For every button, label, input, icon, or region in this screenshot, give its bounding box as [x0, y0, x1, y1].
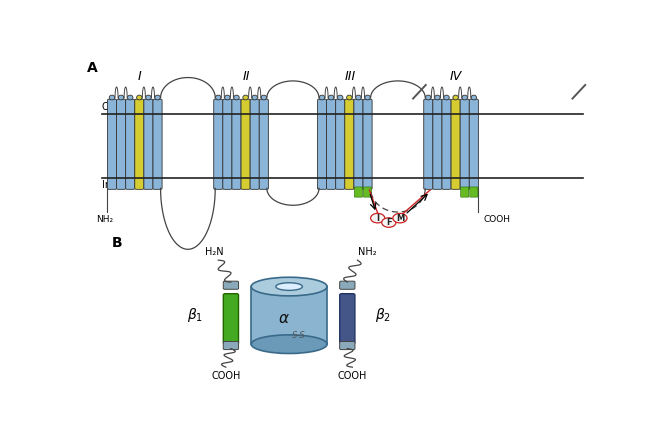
FancyBboxPatch shape: [116, 99, 125, 189]
FancyBboxPatch shape: [470, 99, 479, 189]
Ellipse shape: [155, 95, 160, 100]
Ellipse shape: [276, 283, 302, 290]
Text: NH₂: NH₂: [97, 216, 114, 224]
FancyBboxPatch shape: [442, 99, 451, 189]
Ellipse shape: [471, 95, 477, 100]
Ellipse shape: [426, 95, 431, 100]
Ellipse shape: [225, 95, 230, 100]
Ellipse shape: [261, 95, 266, 100]
FancyBboxPatch shape: [433, 99, 442, 189]
FancyBboxPatch shape: [340, 341, 355, 350]
FancyBboxPatch shape: [223, 99, 232, 189]
Ellipse shape: [347, 95, 352, 100]
Ellipse shape: [444, 95, 449, 100]
Text: I: I: [376, 214, 379, 223]
Ellipse shape: [319, 95, 325, 100]
FancyBboxPatch shape: [144, 99, 153, 189]
Text: M: M: [396, 214, 404, 223]
Text: NH₂: NH₂: [358, 247, 377, 257]
FancyBboxPatch shape: [460, 99, 470, 189]
Circle shape: [393, 213, 407, 223]
Ellipse shape: [146, 95, 151, 100]
Ellipse shape: [365, 95, 370, 100]
FancyBboxPatch shape: [317, 99, 326, 189]
Polygon shape: [251, 286, 327, 344]
Ellipse shape: [136, 95, 142, 100]
Ellipse shape: [435, 95, 440, 100]
FancyBboxPatch shape: [214, 99, 223, 189]
FancyBboxPatch shape: [241, 99, 250, 189]
FancyBboxPatch shape: [363, 99, 372, 189]
Ellipse shape: [243, 95, 248, 100]
FancyBboxPatch shape: [345, 99, 354, 189]
Text: Out: Out: [102, 102, 119, 112]
FancyBboxPatch shape: [153, 99, 162, 189]
FancyBboxPatch shape: [355, 187, 362, 197]
Text: B: B: [112, 236, 123, 250]
Text: F: F: [386, 218, 392, 227]
Ellipse shape: [453, 95, 458, 100]
Text: COOH: COOH: [483, 216, 511, 224]
Ellipse shape: [127, 95, 133, 100]
Text: COOH: COOH: [211, 370, 240, 381]
FancyBboxPatch shape: [326, 99, 336, 189]
Ellipse shape: [356, 95, 361, 100]
Ellipse shape: [215, 95, 221, 100]
FancyBboxPatch shape: [451, 99, 460, 189]
Text: H₂N: H₂N: [206, 247, 224, 257]
Text: $\beta_1$: $\beta_1$: [187, 306, 204, 324]
Ellipse shape: [252, 95, 257, 100]
FancyBboxPatch shape: [460, 187, 469, 197]
Ellipse shape: [251, 335, 327, 353]
FancyBboxPatch shape: [125, 99, 135, 189]
Text: II: II: [242, 70, 250, 83]
Ellipse shape: [109, 95, 115, 100]
FancyBboxPatch shape: [108, 99, 116, 189]
FancyBboxPatch shape: [364, 187, 372, 197]
FancyBboxPatch shape: [470, 187, 478, 197]
Ellipse shape: [462, 95, 468, 100]
FancyBboxPatch shape: [223, 281, 238, 289]
Text: $\alpha$: $\alpha$: [278, 311, 290, 326]
Text: I: I: [138, 70, 142, 83]
Circle shape: [382, 218, 396, 227]
Ellipse shape: [118, 95, 124, 100]
Text: S-S: S-S: [293, 331, 306, 340]
Circle shape: [371, 213, 385, 223]
FancyBboxPatch shape: [336, 99, 345, 189]
FancyBboxPatch shape: [340, 293, 355, 344]
Text: IV: IV: [450, 70, 462, 83]
FancyBboxPatch shape: [223, 293, 238, 344]
Ellipse shape: [234, 95, 239, 100]
FancyBboxPatch shape: [259, 99, 268, 189]
Text: A: A: [87, 61, 97, 75]
FancyBboxPatch shape: [340, 281, 355, 289]
FancyBboxPatch shape: [135, 99, 144, 189]
FancyBboxPatch shape: [424, 99, 433, 189]
FancyBboxPatch shape: [232, 99, 241, 189]
Ellipse shape: [338, 95, 343, 100]
Ellipse shape: [328, 95, 334, 100]
Text: COOH: COOH: [338, 370, 367, 381]
Text: III: III: [344, 70, 355, 83]
Ellipse shape: [251, 277, 327, 296]
Text: In: In: [102, 180, 111, 190]
FancyBboxPatch shape: [223, 341, 238, 350]
FancyBboxPatch shape: [354, 99, 363, 189]
Text: $\beta_2$: $\beta_2$: [375, 306, 390, 324]
FancyBboxPatch shape: [250, 99, 259, 189]
